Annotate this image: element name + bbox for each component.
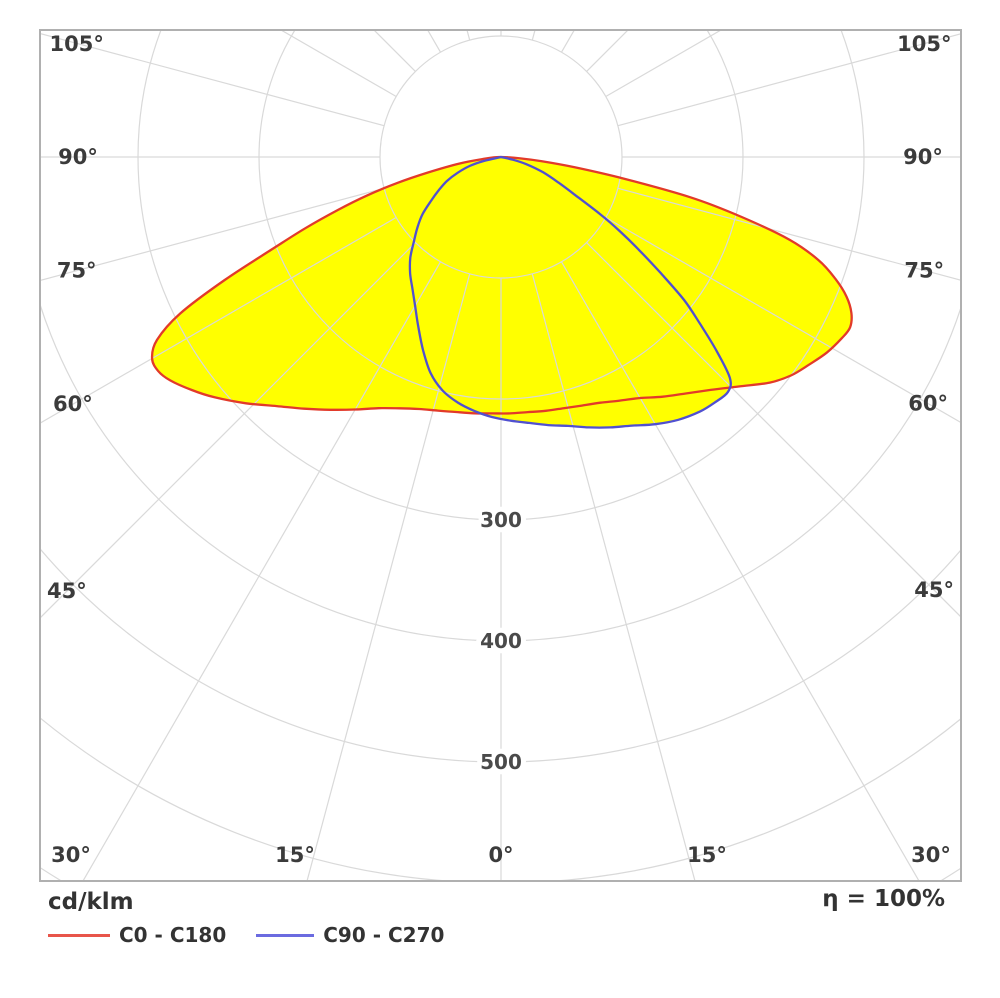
grid-spoke-195 bbox=[466, 30, 471, 41]
c90-c270-fill-area bbox=[409, 157, 731, 428]
angle-tick-label-105: 105° bbox=[897, 32, 951, 56]
distribution-curves bbox=[150, 155, 853, 429]
c90-c270-line-swatch bbox=[256, 933, 315, 937]
angle-tick-labels: 105° 90° 75° 60° 45° 30° 15° 0° 15° 30° 45° 60° 75° 9… bbox=[47, 32, 954, 867]
legend-label-c90-c270: C90 - C270 bbox=[323, 923, 445, 947]
angle-tick-label--60: 60° bbox=[53, 392, 93, 416]
radial-tick-label-400: 400 bbox=[480, 629, 522, 653]
angle-tick-label-0: 0° bbox=[488, 843, 513, 867]
grid-spoke-300 bbox=[40, 216, 397, 424]
legend: cd/klm C0 - C180 C90 - C270 bbox=[48, 889, 444, 948]
angle-tick-label--75: 75° bbox=[57, 259, 97, 283]
grid-spoke-150 bbox=[560, 30, 576, 53]
distribution-fill-areas bbox=[152, 157, 852, 428]
grid-spoke-210 bbox=[426, 30, 442, 53]
angle-tick-label--15: 15° bbox=[275, 843, 315, 867]
legend-item-c0-c180: C0 - C180 bbox=[48, 922, 226, 948]
grid-spoke-255 bbox=[40, 32, 385, 127]
angle-tick-label-60: 60° bbox=[908, 392, 948, 416]
angle-tick-label-15: 15° bbox=[687, 843, 727, 867]
grid-spoke-105 bbox=[617, 33, 961, 127]
angle-tick-label-45: 45° bbox=[914, 578, 954, 602]
angle-tick-label-90: 90° bbox=[903, 145, 943, 169]
legend-items: C0 - C180 C90 - C270 bbox=[48, 922, 444, 948]
efficiency-label: η = 100% bbox=[822, 886, 945, 912]
grid-spoke-15 bbox=[531, 273, 696, 881]
angle-tick-label--90: 90° bbox=[58, 145, 98, 169]
angle-tick-label-75: 75° bbox=[904, 258, 944, 282]
grid-spoke-345 bbox=[306, 273, 471, 881]
angle-tick-label--30: 30° bbox=[51, 843, 91, 867]
grid-spoke-285 bbox=[40, 187, 385, 282]
c90-c270-curve bbox=[408, 155, 732, 429]
c0-c180-line-swatch bbox=[48, 933, 110, 937]
radial-tick-labels: 300 400 500 bbox=[475, 503, 527, 779]
angle-tick-label--105: 105° bbox=[50, 32, 104, 56]
legend-title: cd/klm bbox=[48, 889, 134, 915]
radial-tick-label-500: 500 bbox=[480, 750, 522, 774]
grid-spoke-30 bbox=[560, 261, 920, 881]
angle-tick-label-30: 30° bbox=[911, 843, 951, 867]
grid-spoke-120 bbox=[605, 30, 723, 98]
grid-spoke-45 bbox=[586, 242, 961, 618]
grid-spoke-75 bbox=[617, 187, 961, 281]
grid-spoke-315 bbox=[40, 242, 416, 619]
grid-spoke-60 bbox=[605, 216, 961, 424]
grid-spoke-330 bbox=[82, 261, 442, 881]
grid-spoke-240 bbox=[279, 30, 397, 98]
radial-tick-label-300: 300 bbox=[480, 508, 522, 532]
legend-item-c90-c270: C90 - C270 bbox=[256, 922, 444, 948]
angle-tick-label--45: 45° bbox=[47, 579, 87, 603]
legend-label-c0-c180: C0 - C180 bbox=[119, 923, 227, 947]
grid-spoke-165 bbox=[531, 30, 536, 41]
plot-border bbox=[39, 29, 962, 882]
c0-c180-curve bbox=[150, 155, 853, 415]
